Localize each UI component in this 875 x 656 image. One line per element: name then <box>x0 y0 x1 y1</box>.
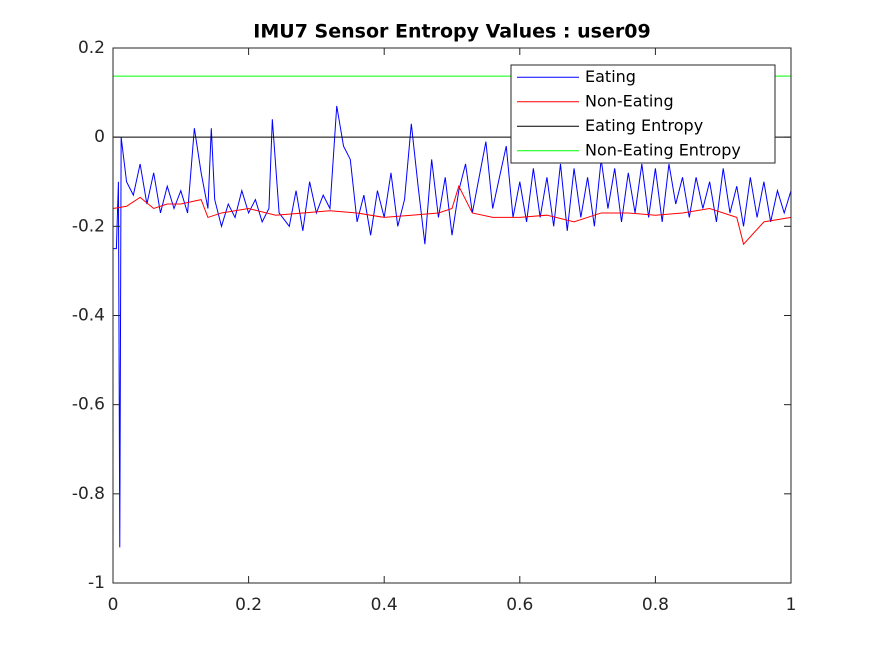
y-tick-label: -0.6 <box>72 395 105 415</box>
x-tick-label: 1 <box>786 595 797 615</box>
legend-label: Non-Eating <box>585 91 674 110</box>
legend-label: Eating Entropy <box>585 116 703 135</box>
x-tick-label: 0.4 <box>371 595 398 615</box>
y-tick-label: -0.8 <box>72 484 105 504</box>
y-tick-label: 0 <box>94 127 105 147</box>
legend-label: Non-Eating Entropy <box>585 140 741 159</box>
series-line <box>112 184 792 246</box>
series-line <box>113 105 792 548</box>
y-tick-label: -0.2 <box>72 216 105 236</box>
y-tick-label: 0.2 <box>78 38 105 58</box>
y-tick-label: -0.4 <box>72 306 105 326</box>
legend-label: Eating <box>585 67 636 86</box>
x-tick-label: 0 <box>108 595 119 615</box>
x-tick-label: 0.2 <box>235 595 262 615</box>
x-tick-label: 0.8 <box>642 595 669 615</box>
y-tick-label: -1 <box>88 573 105 593</box>
x-tick-label: 0.6 <box>506 595 533 615</box>
legend-box <box>510 64 776 164</box>
chart-title: IMU7 Sensor Entropy Values : user09 <box>253 21 650 43</box>
